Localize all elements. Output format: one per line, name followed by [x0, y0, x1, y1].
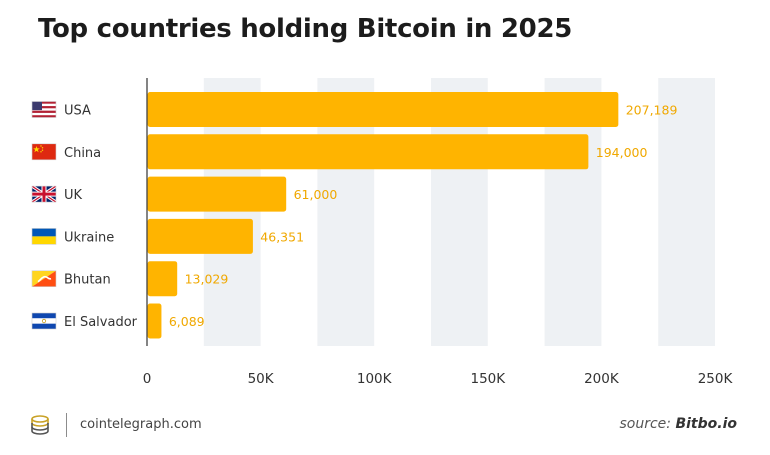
x-tick-label: 250K [698, 371, 734, 387]
category-label: China [64, 146, 101, 161]
el-salvador-flag-icon [32, 313, 56, 329]
bar-el-salvador [147, 303, 162, 339]
x-tick-label: 200K [584, 371, 620, 387]
china-flag-icon [32, 143, 56, 160]
source-name: Bitbo.io [675, 416, 737, 432]
category-label: Bhutan [64, 273, 111, 288]
grid-band [658, 78, 715, 346]
source-label: source: [619, 416, 671, 432]
value-label: 13,029 [185, 272, 229, 287]
x-tick-label: 50K [248, 371, 275, 387]
footer-site[interactable]: cointelegraph.com [80, 417, 202, 432]
cointelegraph-logo-icon [31, 415, 49, 435]
chart-title: Top countries holding Bitcoin in 2025 [38, 14, 573, 44]
ukraine-flag-icon [32, 228, 56, 245]
value-label: 194,000 [596, 145, 648, 160]
bar-usa [147, 92, 619, 127]
value-label: 6,089 [169, 314, 205, 329]
bar-china [147, 134, 589, 170]
bar-ukraine [147, 218, 253, 254]
category-label: USA [64, 104, 91, 119]
footer-divider [66, 413, 67, 437]
category-label: Ukraine [64, 230, 114, 245]
value-label: 61,000 [294, 187, 338, 202]
category-label: UK [64, 188, 83, 203]
category-label: El Salvador [64, 315, 138, 330]
footer-source: source: Bitbo.io [619, 416, 737, 432]
bhutan-flag-icon [32, 270, 56, 287]
value-label: 207,189 [626, 103, 678, 118]
bar-chart: USA China UK Ukraine Bhutan El Salvador 207,1… [31, 78, 734, 387]
value-label: 46,351 [260, 229, 304, 244]
x-tick-label: 0 [143, 371, 152, 387]
bar-bhutan [147, 261, 178, 297]
x-tick-label: 150K [470, 371, 506, 387]
x-tick-label: 100K [357, 371, 393, 387]
uk-flag-icon [32, 186, 56, 203]
us-flag-icon [32, 101, 56, 118]
bar-uk [147, 176, 287, 212]
